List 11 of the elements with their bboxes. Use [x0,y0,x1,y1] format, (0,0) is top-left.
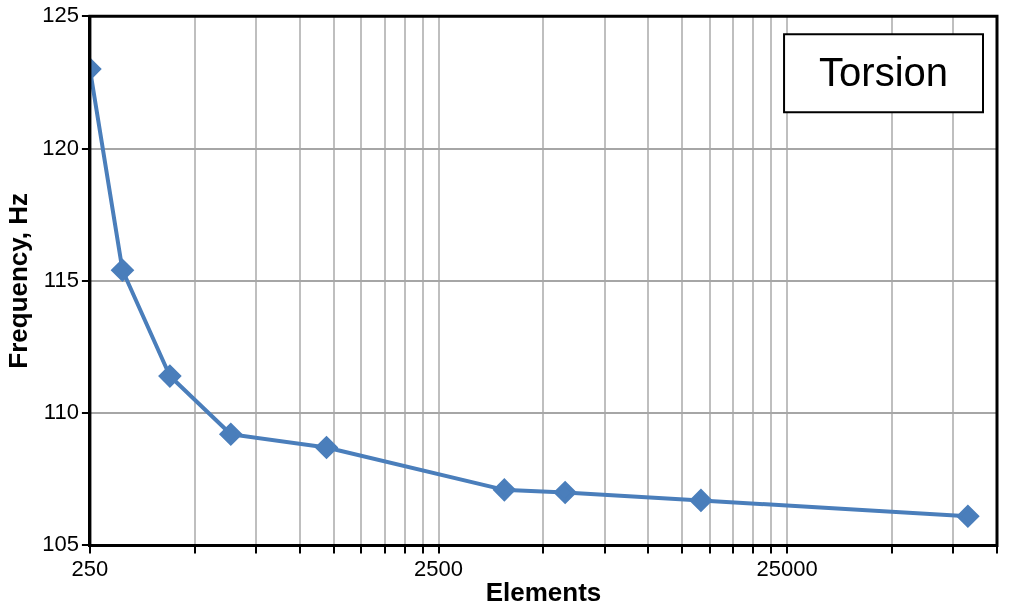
y-axis-title: Frequency, Hz [2,192,33,369]
y-tick-label: 110 [43,399,79,425]
x-axis-title: Elements [485,576,602,607]
y-tick-label: 125 [42,2,79,28]
y-tick-label: 105 [42,531,79,557]
annotation: Torsion [819,50,948,95]
y-tick-label: 115 [43,266,79,292]
y-tick-label: 120 [42,134,79,160]
x-tick-label: 25000 [756,555,818,581]
x-tick-label: 250 [71,555,109,581]
x-tick-label: 2500 [414,555,463,581]
